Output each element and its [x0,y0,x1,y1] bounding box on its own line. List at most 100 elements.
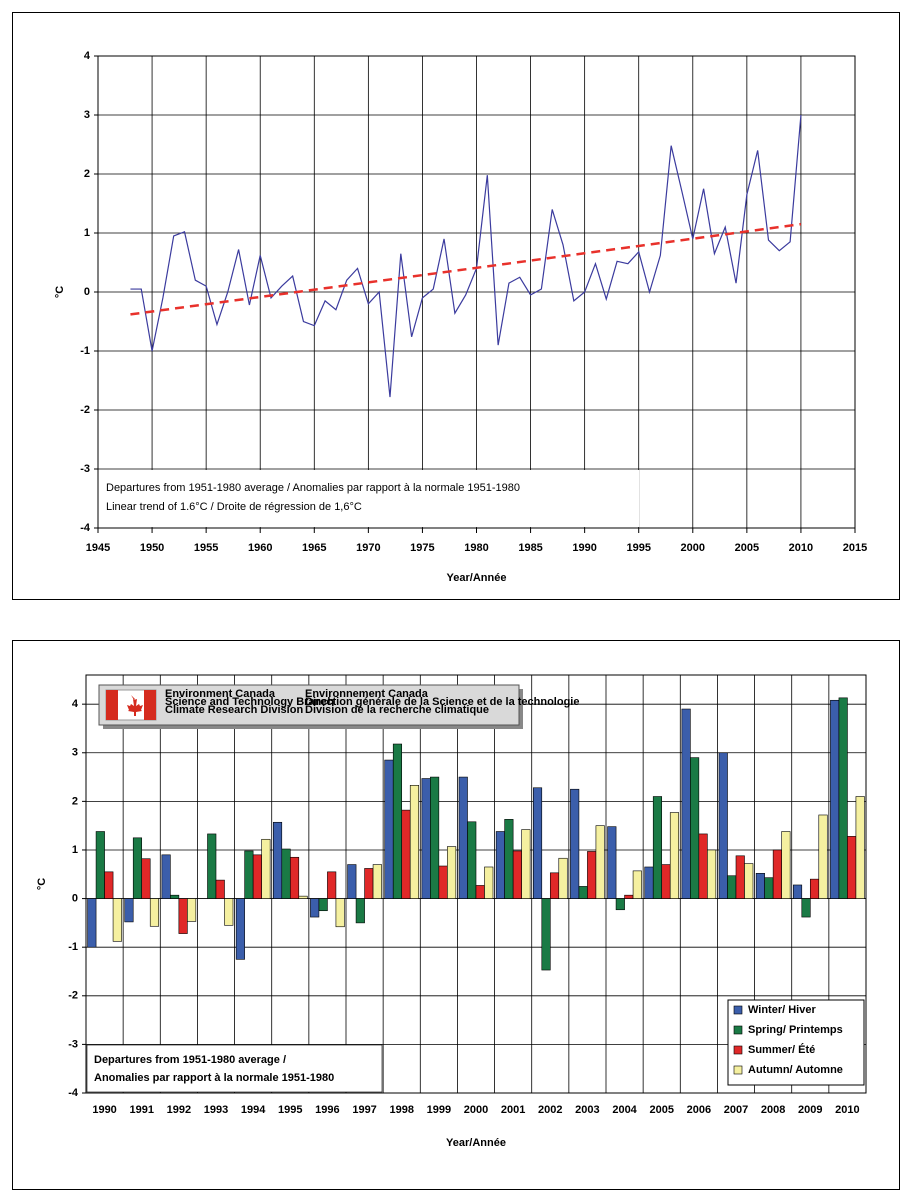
x-tick-label: 2010 [835,1104,859,1116]
bar [744,863,754,899]
source-text: Climate Research Division [165,704,303,716]
x-tick-label: 2010 [789,542,813,554]
source-text: Environment Canada [165,688,276,700]
bar [792,884,803,899]
bar [327,871,337,899]
bar [690,757,700,899]
x-tick-label: 1970 [356,542,380,554]
bar [235,898,245,960]
legend-label: Winter/ Hiver [748,1004,816,1016]
trend-line [130,222,802,316]
x-tick-label: 1990 [92,1104,116,1116]
source-text: Direction générale de la Science et de l… [305,696,579,708]
x-tick-label: 2015 [843,542,867,554]
bar [801,898,811,918]
bar [764,877,774,899]
x-tick-label: 1960 [248,542,272,554]
legend-swatch [733,1025,743,1035]
bar [447,846,457,899]
y-tick-label: 1 [84,227,90,239]
y-tick-label: 0 [84,286,90,298]
bar [467,821,477,899]
bar [289,856,300,899]
bar [104,871,114,899]
bar [318,898,328,912]
flag-band [144,690,156,720]
bar [818,814,828,899]
y-tick-label: 4 [84,50,91,62]
bar [187,898,197,922]
x-tick-label: 2000 [681,542,705,554]
x-tick-label: 1998 [389,1104,413,1116]
bar [207,833,217,899]
data-line [130,114,802,398]
x-tick-label: 2004 [612,1104,637,1116]
bar [335,898,345,928]
x-tick-label: 1975 [410,542,434,554]
bar [681,708,691,899]
bar [310,898,320,918]
y-tick-label: -3 [68,1038,78,1050]
x-tick-label: 1996 [315,1104,339,1116]
bar [401,809,411,899]
annotation: Departures from 1951-1980 average / [94,1054,286,1066]
y-axis-title: °C [36,878,48,890]
y-tick-label: -4 [68,1087,79,1099]
y-tick-label: -1 [68,941,78,953]
y-tick-label: 3 [72,747,78,759]
y-tick-label: -2 [68,990,78,1002]
y-tick-label: 2 [72,795,78,807]
bar [718,752,728,899]
bar [347,864,357,899]
x-tick-label: 1992 [167,1104,191,1116]
x-tick-label: 1950 [140,542,164,554]
bar [504,819,514,899]
bar [475,885,485,899]
plot-border [85,674,867,1094]
maple-leaf [127,695,143,716]
bar [624,894,634,899]
bar [124,898,134,923]
legend-swatch [733,1005,743,1015]
annotation-box [86,1044,383,1093]
x-tick-label: 2003 [575,1104,599,1116]
legend-label: Spring/ Printemps [748,1024,843,1036]
y-tick-label: -3 [80,463,90,475]
bar [532,787,543,899]
x-tick-label: 1999 [427,1104,451,1116]
bar [772,849,782,899]
bar [252,854,262,899]
bar [587,851,597,899]
y-tick-label: 4 [72,698,79,710]
bar [570,788,580,899]
source-text: Science and Technology Branch [165,696,334,708]
y-tick-label: 3 [84,109,90,121]
bar [438,865,448,899]
bar [632,870,642,899]
bar [578,886,588,899]
legend-box [727,999,865,1086]
y-tick-label: 1 [72,844,78,856]
bar [727,875,737,899]
y-tick-label: -1 [80,345,90,357]
y-tick-label: -2 [80,404,90,416]
x-axis-title: Year/Année [446,1137,506,1149]
legend-label: Summer/ Été [748,1043,815,1056]
bar [261,838,271,899]
legend-swatch [733,1065,743,1075]
bar [272,821,283,899]
bar [615,898,625,911]
logo-box [98,684,520,726]
x-tick-label: 2002 [538,1104,562,1116]
bar [161,854,171,899]
bar [178,898,188,934]
bar [661,864,671,899]
legend-swatch [733,1045,743,1055]
bar [170,894,180,899]
x-tick-label: 1997 [352,1104,376,1116]
x-tick-label: 1980 [464,542,488,554]
bar [95,831,105,899]
bar [707,849,717,899]
